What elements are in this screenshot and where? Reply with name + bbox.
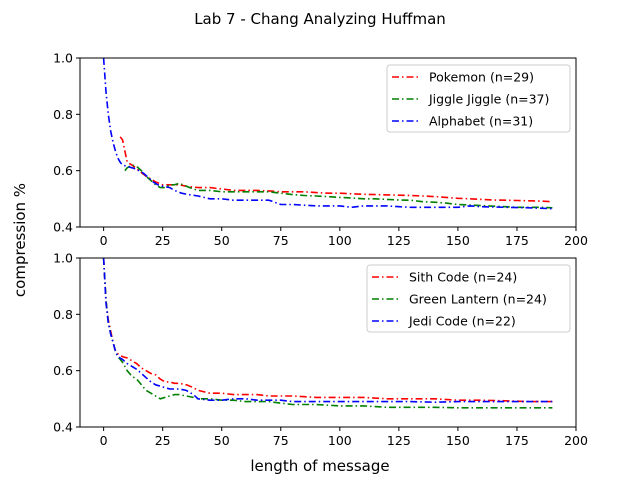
x-tick-label: 200 xyxy=(564,433,588,448)
x-tick-label: 150 xyxy=(446,233,470,248)
legend-label: Alphabet (n=31) xyxy=(429,114,533,129)
y-tick-label: 0.8 xyxy=(53,107,73,122)
legend-label: Green Lantern (n=24) xyxy=(409,292,547,307)
legend-label: Jedi Code (n=22) xyxy=(408,314,516,329)
series-line-2-2 xyxy=(102,257,553,409)
legend-box xyxy=(366,264,571,333)
x-tick-label: 25 xyxy=(155,433,171,448)
legend-1: Pokemon (n=29) Jiggle Jiggle (n=37) Alphab… xyxy=(386,64,571,133)
bottom-subplot: 0 25 50 75 100 125 150 175 200 0.4 0.6 0.8 1.0 Sith C… xyxy=(53,251,588,449)
y-tick-label: 0.8 xyxy=(53,307,73,322)
x-tick-label: 0 xyxy=(100,233,108,248)
x-tick-label: 125 xyxy=(387,233,411,248)
x-tick-label: 200 xyxy=(564,233,588,248)
figure-title: Lab 7 - Chang Analyzing Huffman xyxy=(194,10,446,28)
top-subplot: 0 25 50 75 100 125 150 175 200 0.4 0.6 0.8 1.0 Pokemo… xyxy=(53,51,588,249)
x-tick-label: 0 xyxy=(100,433,108,448)
legend-label: Jiggle Jiggle (n=37) xyxy=(428,92,549,107)
y-tick-label: 0.6 xyxy=(53,363,73,378)
x-tick-label: 50 xyxy=(214,233,230,248)
legend-label: Pokemon (n=29) xyxy=(429,70,534,85)
series-line-2-1 xyxy=(102,257,553,403)
y-tick-label: 1.0 xyxy=(53,51,73,66)
x-tick-label: 75 xyxy=(273,433,289,448)
y-tick-label: 0.4 xyxy=(53,220,73,235)
series-line-2-3 xyxy=(102,257,553,404)
x-tick-label: 100 xyxy=(328,433,352,448)
series-line-1-2 xyxy=(124,164,553,209)
x-tick-label: 125 xyxy=(387,433,411,448)
legend-box xyxy=(386,64,571,133)
legend-2: Sith Code (n=24) Green Lantern (n=24) Jedi… xyxy=(366,264,571,333)
y-tick-label: 0.6 xyxy=(53,163,73,178)
x-tick-label: 175 xyxy=(505,433,529,448)
x-tick-label: 50 xyxy=(214,433,230,448)
x-tick-label: 150 xyxy=(446,433,470,448)
y-axis-label: compression % xyxy=(11,183,29,297)
x-axis-label: length of message xyxy=(250,457,389,475)
x-tick-label: 100 xyxy=(328,233,352,248)
x-tick-label: 25 xyxy=(155,233,171,248)
series-line-1-3 xyxy=(102,57,553,210)
plot-frame-2 xyxy=(79,257,577,428)
x-tick-label: 75 xyxy=(273,233,289,248)
legend-label: Sith Code (n=24) xyxy=(409,270,517,285)
x-tick-label: 175 xyxy=(505,233,529,248)
y-tick-label: 1.0 xyxy=(53,251,73,266)
plot-frame-1 xyxy=(79,57,577,228)
y-tick-label: 0.4 xyxy=(53,420,73,435)
series-line-1-1 xyxy=(119,136,553,203)
